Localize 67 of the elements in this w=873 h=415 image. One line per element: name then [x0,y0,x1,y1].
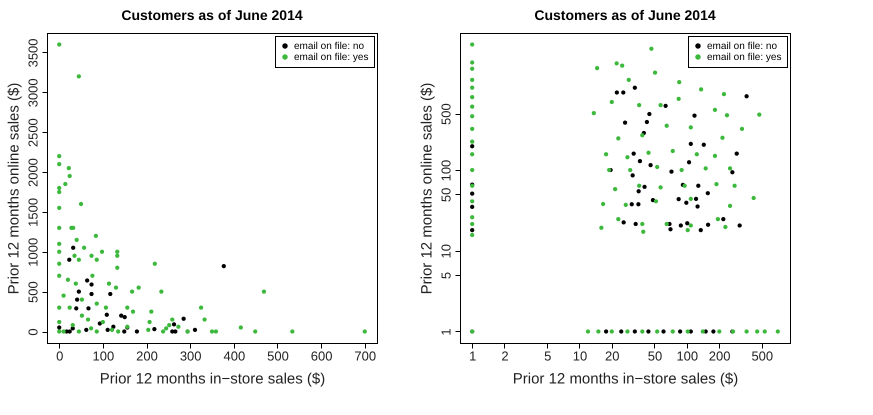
x-axis-title: Prior 12 months in−store sales ($) [100,370,326,388]
x-tick-label: 1 [469,348,476,364]
point [172,322,176,326]
x-tick-label: 300 [180,348,202,364]
point [106,328,110,332]
chart-title: Customers as of June 2014 [534,7,716,23]
point [76,290,81,294]
y-axis-title: Prior 12 months online sales ($) [6,82,22,294]
x-tick-label: 10 [572,348,588,364]
x-tick-label: 2 [501,348,509,364]
point [71,246,76,250]
x-tick-label: 200 [136,348,158,364]
x-tick-label: 50 [648,348,662,364]
y-tick-label: 3500 [26,38,40,68]
point [86,306,91,311]
x-tick-label: 500 [267,348,289,364]
x-tick-label: 100 [676,348,698,364]
point [170,329,174,334]
legend-label: email on file: no [294,41,364,52]
point [222,264,226,268]
point [192,328,198,332]
y-tick-label: 0 [26,328,40,336]
y-axis-title: Prior 12 months online sales ($) [418,82,436,294]
point [84,328,88,332]
y-tick-label: 500 [26,281,40,304]
x-tick-label: 0 [56,348,64,364]
x-tick-label: 5 [544,348,552,364]
point [89,292,94,296]
point [122,315,127,320]
y-tick-label: 5 [438,272,454,280]
y-tick-label: 1 [438,328,454,336]
x-tick-label: 700 [354,348,376,364]
point [108,292,112,296]
legend-label: email on file: yes [707,52,782,63]
point [68,329,72,334]
legend-label: email on file: yes [294,52,368,63]
point [104,312,109,317]
x-tick-label: 20 [605,348,620,364]
x-tick-label: 100 [92,348,114,364]
x-tick-label: 200 [708,348,730,364]
y-tick-label: 50 [438,188,454,202]
point [74,306,78,311]
y-tick-label: 10 [438,244,454,259]
y-tick-label: 3000 [26,78,40,108]
y-tick-label: 1000 [26,238,40,267]
y-tick-label: 1500 [26,198,40,227]
y-tick-label: 2000 [26,158,40,188]
point [152,327,156,332]
point [119,313,124,318]
x-tick-label: 500 [751,348,774,364]
point [98,321,102,326]
x-tick-label: 600 [310,348,332,364]
point [89,282,94,287]
x-tick-label: 400 [223,348,246,364]
point [67,258,72,262]
chart-title: Customers as of June 2014 [121,7,303,23]
point [182,316,186,321]
point [122,329,126,334]
point [85,278,90,283]
y-tick-label: 500 [438,103,454,125]
point [57,325,62,330]
x-axis-title: Prior 12 months in−store sales ($) [512,370,738,388]
point [75,298,80,302]
point [134,329,140,334]
legend-label: email on file: no [707,41,778,52]
y-tick-label: 100 [438,160,454,182]
y-tick-label: 2500 [26,118,40,148]
